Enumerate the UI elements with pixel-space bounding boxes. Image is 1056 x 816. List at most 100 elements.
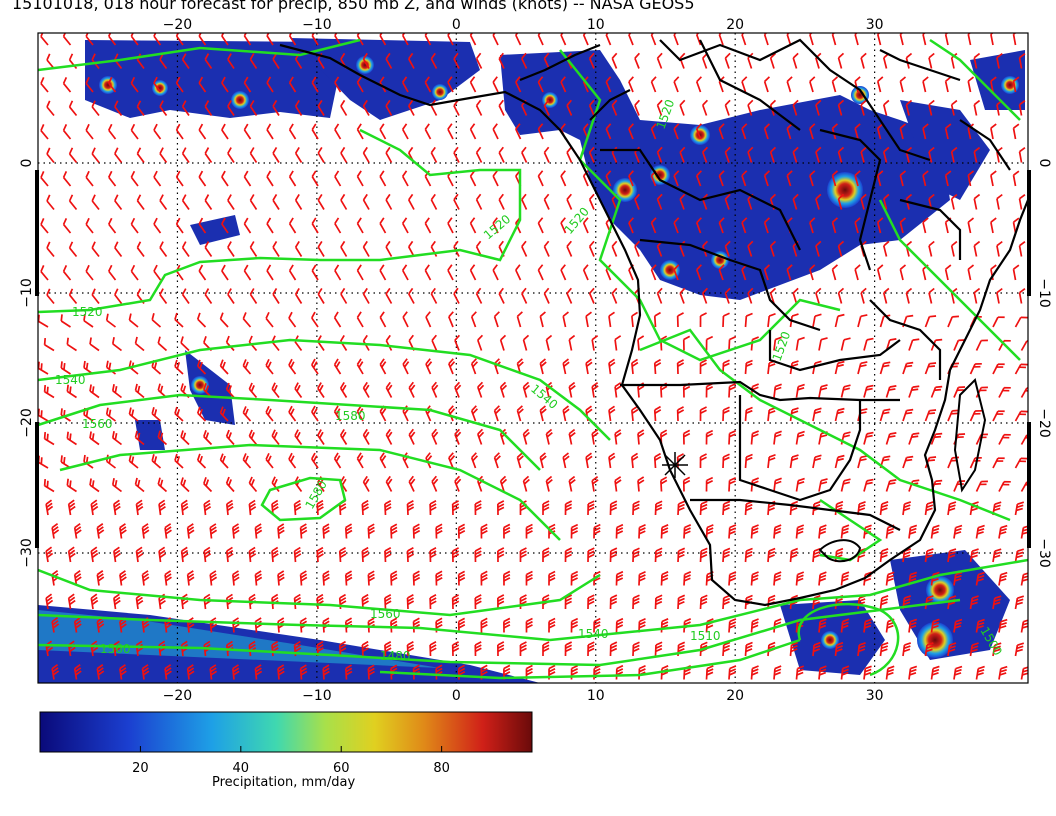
wind-barb [628,76,634,93]
wind-barb [43,479,55,493]
wind-barb [840,337,851,351]
wind-barb [174,406,184,422]
wind-barb [266,76,274,93]
wind-barb [499,475,508,492]
wind-barb [316,499,324,516]
wind-barb [492,123,499,140]
wind-barb [660,571,669,586]
wind-barb [608,452,616,469]
wind-barb [272,147,280,163]
wind-barb [96,523,105,539]
wind-barb [243,33,252,46]
wind-barb [1014,642,1025,657]
wind-barb [568,381,576,398]
wind-barb [944,170,952,187]
wind-barb [591,476,599,492]
wind-barb [317,146,325,163]
wind-barb [683,571,692,586]
wind-barb [159,100,168,117]
wind-barb [249,194,258,210]
wind-barb [879,361,891,375]
wind-barb [724,99,731,116]
wind-barb [840,431,851,445]
wind-barb [522,428,530,445]
wind-barb [475,52,483,69]
wind-barb [634,52,641,69]
wind-barb [998,618,1008,633]
wind-barb [266,170,274,187]
wind-barb [611,287,618,304]
wind-barb [46,147,55,164]
wind-barb [930,618,940,633]
wind-barb [66,431,77,446]
wind-barb [91,194,100,211]
wind-barb [379,217,387,234]
wind-barb [136,241,145,258]
wind-barb [43,385,55,399]
wind-barb [969,642,979,657]
wind-barb [992,363,1005,375]
wind-barb [454,475,462,492]
wind-barb [407,193,415,210]
wind-barb [854,264,861,281]
wind-barb [998,480,1011,492]
wind-barb [294,147,303,163]
wind-barb [632,500,640,516]
wind-barb [809,170,816,187]
wind-barb [385,381,393,398]
wind-barb [249,147,258,163]
wind-barb [221,33,229,46]
wind-barb [998,571,1008,586]
wind-barb [447,264,454,281]
wind-barb [631,452,639,469]
wind-barb [769,52,777,69]
wind-barb [248,476,258,493]
wind-barb [266,33,274,46]
wind-barb [922,170,929,187]
lon-tick-label-top: 20 [726,17,744,33]
wind-barb [837,287,845,304]
wind-barb [221,123,229,140]
wind-barb [198,123,207,140]
wind-barb [108,76,117,93]
wind-barb [362,381,370,398]
wind-barb [992,410,1005,422]
wind-barb [930,432,943,445]
wind-barb [673,264,680,281]
wind-barb [682,429,691,445]
wind-barb [135,499,144,516]
wind-barb [515,76,522,93]
wind-barb [457,570,466,586]
wind-barb [46,288,55,305]
lon-tick-label-bottom: 10 [587,688,605,704]
wind-barb [339,382,348,398]
wind-barb [885,571,895,586]
wind-barb [747,146,754,163]
wind-barb [773,383,782,398]
wind-barb [288,76,297,93]
wind-barb [498,287,505,304]
wind-barb [130,123,139,140]
wind-barb [522,334,530,351]
lon-tick-label-top: −10 [302,17,332,33]
wind-barb [899,264,907,281]
wind-barb [763,170,771,187]
wind-barb [568,475,576,492]
wind-barb [425,311,432,328]
wind-barb [451,594,460,610]
wind-barb [718,33,725,46]
wind-barb [111,337,123,352]
wind-barb [408,428,416,445]
wind-barb [789,454,799,469]
wind-barb [515,33,522,46]
wind-barb [242,406,252,422]
wind-barb [470,358,479,375]
wind-barb [537,264,544,281]
wind-barb [701,146,709,163]
wind-barb [516,452,524,469]
wind-barb [998,524,1008,539]
wind-barb [876,170,884,187]
wind-barb [969,548,979,563]
wind-barb [1014,595,1025,610]
wind-barb [430,193,438,210]
